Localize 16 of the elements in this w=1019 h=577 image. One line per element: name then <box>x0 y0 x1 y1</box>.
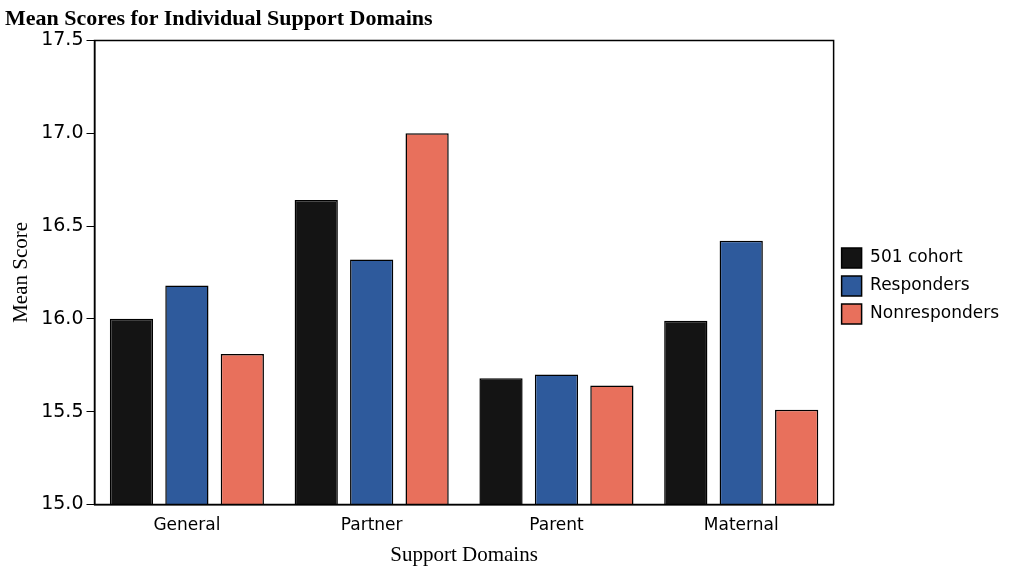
y-axis-title: Mean Score <box>8 221 33 323</box>
y-tick-label: 16.5 <box>41 212 84 235</box>
legend-label: Responders <box>870 274 970 295</box>
x-tick-label: General <box>153 514 221 535</box>
x-axis-title: Support Domains <box>390 541 538 566</box>
legend-label: 501 cohort <box>870 246 963 267</box>
x-tick-label: Partner <box>340 514 403 535</box>
y-tick-label: 17.5 <box>41 27 84 50</box>
y-tick-label: 15.0 <box>41 491 84 514</box>
legend-label: Nonresponders <box>870 302 1000 323</box>
x-tick-label: Parent <box>529 514 584 535</box>
y-tick-label: 17.0 <box>41 120 84 143</box>
x-tick-label: Maternal <box>703 514 779 535</box>
y-tick-label: 15.5 <box>41 398 84 421</box>
chart-title: Mean Scores for Individual Support Domains <box>5 4 434 30</box>
y-tick-label: 16.0 <box>41 305 84 328</box>
